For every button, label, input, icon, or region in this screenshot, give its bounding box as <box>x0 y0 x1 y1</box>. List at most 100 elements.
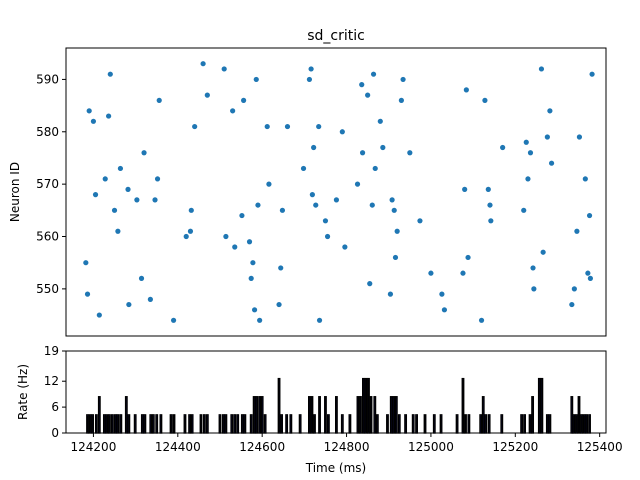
rate-bar <box>308 396 311 434</box>
raster-point <box>339 129 345 135</box>
raster-point <box>531 286 537 292</box>
rate-bar <box>183 414 187 434</box>
raster-point <box>115 228 121 234</box>
rate-bar <box>140 414 144 434</box>
rate-bar <box>151 414 155 434</box>
raster-point <box>308 66 314 72</box>
rate-bar <box>277 377 281 434</box>
raster-point <box>255 202 261 208</box>
raster-point <box>257 317 263 323</box>
rate-bar <box>481 396 485 434</box>
raster-ytick-label: 550 <box>36 282 59 296</box>
raster-point <box>354 181 361 187</box>
raster-point <box>530 265 536 271</box>
rate-bar <box>224 414 228 434</box>
rate-bar <box>188 414 192 434</box>
rate-ytick-label: 6 <box>51 400 59 414</box>
raster-point <box>400 76 406 83</box>
rate-bar <box>172 414 176 434</box>
rate-bar <box>240 414 244 434</box>
rate-bar <box>415 414 418 434</box>
raster-point <box>569 301 575 308</box>
raster-point <box>342 244 348 250</box>
rate-bar <box>116 414 120 434</box>
rate-bar <box>159 414 163 434</box>
raster-point <box>154 176 161 182</box>
rate-bar <box>190 414 194 434</box>
raster-point <box>156 97 162 103</box>
raster-point <box>333 197 340 203</box>
rate-bar <box>392 396 396 434</box>
rate-bar <box>205 414 209 434</box>
raster-point <box>251 307 258 313</box>
raster-point <box>322 218 329 224</box>
rate-bar <box>467 414 471 434</box>
raster-ytick-label: 580 <box>36 125 59 139</box>
raster-point <box>248 275 254 281</box>
raster-point <box>311 144 317 151</box>
rate-bar <box>243 414 247 434</box>
raster-point <box>279 207 286 213</box>
raster-point <box>462 186 468 192</box>
raster-frame <box>65 47 607 337</box>
raster-point <box>370 71 377 77</box>
raster-point <box>387 291 394 297</box>
raster-point <box>523 139 529 145</box>
rate-bar <box>149 414 153 434</box>
raster-point <box>574 228 580 234</box>
rate-bar <box>258 396 262 434</box>
rate-bar <box>155 414 159 434</box>
raster-ytick-label: 560 <box>36 230 59 244</box>
raster-point <box>487 202 493 208</box>
rate-bar <box>119 414 123 434</box>
rate-bar <box>464 414 467 434</box>
rate-bar <box>133 414 137 434</box>
raster-point <box>367 281 373 287</box>
rate-ylabel: Rate (Hz) <box>16 364 30 420</box>
rate-bar <box>439 414 443 434</box>
rate-bar <box>356 396 360 434</box>
raster-point <box>527 150 534 156</box>
rate-xtick-label: 125400 <box>577 440 623 454</box>
raster-point <box>428 270 434 276</box>
raster-point <box>117 165 124 172</box>
raster-point <box>309 192 315 198</box>
raster-point <box>548 160 555 166</box>
rate-xtick-label: 124600 <box>239 440 285 454</box>
raster-ylabel: Neuron ID <box>8 162 22 222</box>
raster-title: sd_critic <box>307 28 365 44</box>
raster-point <box>316 317 323 323</box>
raster-point <box>188 207 194 213</box>
rate-bar <box>531 396 535 434</box>
rate-bar <box>94 414 98 434</box>
raster-point <box>398 97 404 103</box>
rate-bar <box>484 414 488 434</box>
raster-point <box>306 76 313 83</box>
raster-point <box>585 270 591 276</box>
raster-point <box>230 108 236 114</box>
rate-bar <box>108 414 111 434</box>
rate-yticks: 0 6 12 19 <box>44 344 66 440</box>
raster-point <box>316 123 322 130</box>
raster-point <box>84 291 91 297</box>
raster-point <box>126 301 132 308</box>
raster-point <box>463 87 469 93</box>
rate-bar <box>124 396 128 434</box>
raster-points <box>83 61 595 323</box>
raster-point <box>266 181 272 187</box>
rate-bar <box>88 414 92 434</box>
rate-bar <box>280 414 283 434</box>
rate-bar <box>580 414 583 434</box>
raster-axes: sd_critic Neuron ID 550 560 570 580 590 <box>8 28 607 337</box>
rate-bar <box>348 414 352 434</box>
rate-bar <box>102 414 106 434</box>
rate-bar <box>572 414 576 434</box>
raster-point <box>359 82 365 88</box>
raster-point <box>571 286 577 292</box>
rate-bar <box>169 414 173 434</box>
raster-point <box>264 123 270 130</box>
rate-bar <box>588 414 591 434</box>
rate-bar <box>386 414 389 434</box>
rate-bar <box>143 414 147 434</box>
rate-bar <box>375 414 379 434</box>
